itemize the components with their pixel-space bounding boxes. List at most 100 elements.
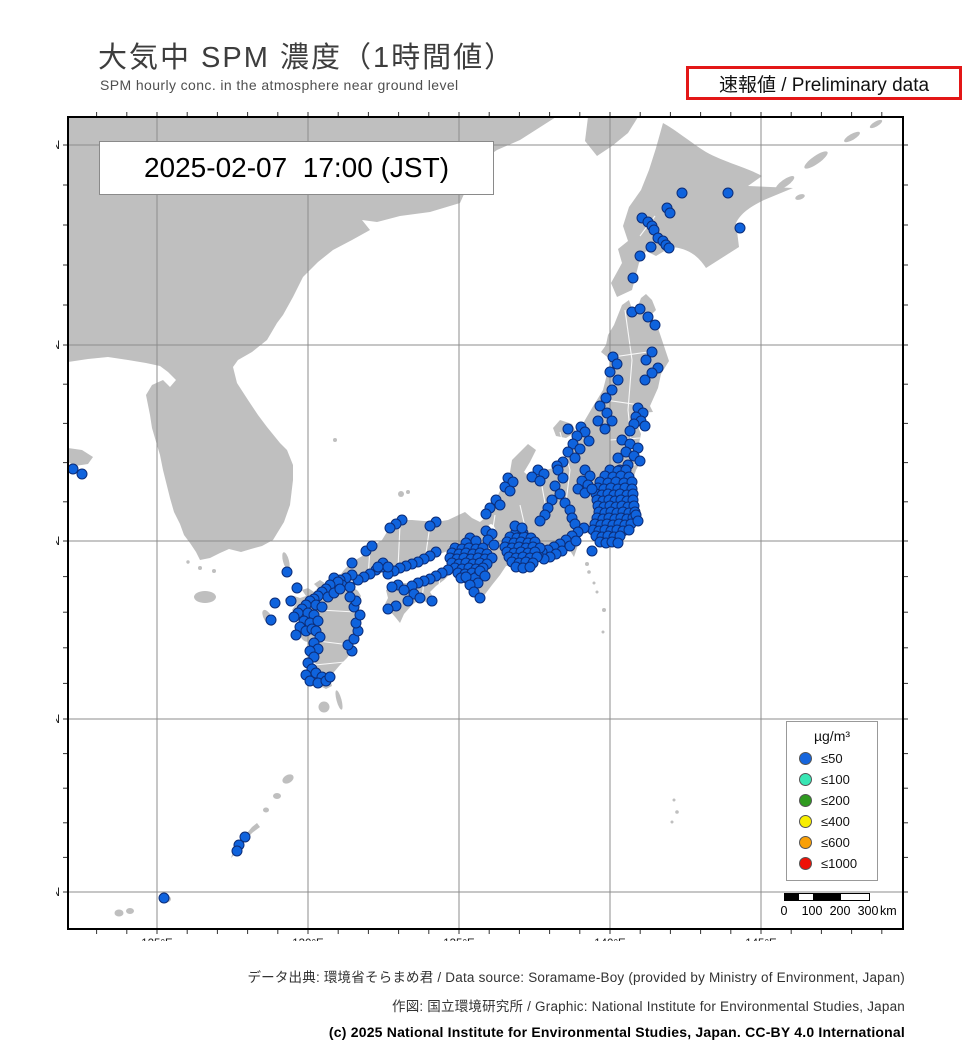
station-dot <box>76 468 88 480</box>
station-dot <box>612 537 624 549</box>
station-dot <box>600 392 612 404</box>
station-dot <box>382 603 394 615</box>
station-dot <box>344 591 356 603</box>
station-dot <box>634 303 646 315</box>
legend-swatch <box>799 794 812 807</box>
station-dot <box>594 400 606 412</box>
islet <box>212 569 216 573</box>
station-dot <box>346 557 358 569</box>
station-dot <box>586 545 598 557</box>
station-dot <box>640 354 652 366</box>
islet <box>198 566 202 570</box>
station-dot <box>288 611 300 623</box>
station-dot <box>265 614 277 626</box>
station-dot <box>334 583 346 595</box>
legend: µg/m³ ≤50 ≤100 ≤200 ≤400 ≤600 ≤1000 <box>786 721 878 881</box>
station-dot <box>562 446 574 458</box>
station-dot <box>604 366 616 378</box>
station-dot <box>606 415 618 427</box>
scale-bar-number: 200 <box>829 904 851 918</box>
station-dot <box>231 845 243 857</box>
footer-copyright: (c) 2025 National Institute for Environm… <box>328 1024 905 1040</box>
station-dot <box>586 483 598 495</box>
station-dot <box>562 423 574 435</box>
station-dot <box>281 566 293 578</box>
station-dot <box>354 609 366 621</box>
station-dot <box>663 242 675 254</box>
station-dot <box>414 592 426 604</box>
station-dot <box>524 561 536 573</box>
station-dot <box>649 319 661 331</box>
station-dot <box>386 581 398 593</box>
station-dot <box>474 592 486 604</box>
scale-bar-number: 100 <box>801 904 823 918</box>
lon-tick-label: 140°E <box>594 938 626 941</box>
station-dot <box>639 420 651 432</box>
station-dot <box>285 595 297 607</box>
station-dot <box>642 311 654 323</box>
legend-item: ≤200 <box>787 790 877 811</box>
landmass-sakhalin <box>585 117 638 156</box>
landmass-hokkaido <box>611 123 793 297</box>
station-dot <box>583 435 595 447</box>
station-dot <box>612 374 624 386</box>
stations-layer <box>68 187 746 904</box>
station-dot <box>646 346 658 358</box>
station-dot <box>504 485 516 497</box>
station-dot <box>291 582 303 594</box>
scale-bar: 0 100 200 300 km <box>781 893 904 923</box>
legend-swatch <box>799 857 812 870</box>
station-dot <box>592 415 604 427</box>
legend-label: ≤200 <box>821 793 850 808</box>
station-dot <box>239 831 251 843</box>
page-subtitle: SPM hourly conc. in the atmosphere near … <box>100 77 459 93</box>
scale-bar-number: 300 <box>857 904 879 918</box>
station-dot <box>344 581 356 593</box>
station-dot <box>426 595 438 607</box>
legend-swatch <box>799 836 812 849</box>
station-dot <box>611 358 623 370</box>
station-dot <box>734 222 746 234</box>
scale-bar-segment <box>799 894 813 900</box>
landmass-honshu <box>338 294 669 597</box>
landmass-continent <box>68 117 556 560</box>
station-dot <box>623 524 635 536</box>
station-dot <box>557 472 569 484</box>
legend-item: ≤400 <box>787 811 877 832</box>
station-dot <box>574 443 586 455</box>
legend-item: ≤100 <box>787 769 877 790</box>
legend-items: ≤50 ≤100 ≤200 ≤400 ≤600 ≤1000 <box>787 748 877 874</box>
page-title: 大気中 SPM 濃度（1時間値） <box>98 42 516 74</box>
station-dot <box>549 480 561 492</box>
station-dot <box>534 475 546 487</box>
legend-label: ≤400 <box>821 814 850 829</box>
station-dot <box>402 595 414 607</box>
station-dot <box>606 384 618 396</box>
station-dot <box>366 540 378 552</box>
station-dot <box>554 488 566 500</box>
timestamp-box: 2025-02-07 17:00 (JST) <box>99 141 494 195</box>
legend-label: ≤1000 <box>821 856 858 871</box>
station-dot <box>612 452 624 464</box>
station-dot <box>488 539 500 551</box>
station-dot <box>158 892 170 904</box>
map-area: 125°E 130°E 135°E 140°E 145°E 45°N 40°N 35°N 30°… <box>34 105 915 950</box>
station-dot <box>634 455 646 467</box>
station-dot <box>624 425 636 437</box>
station-dot <box>676 187 688 199</box>
station-dot <box>627 272 639 284</box>
lat-tick-label: 45°N <box>56 140 60 152</box>
legend-item: ≤1000 <box>787 853 877 874</box>
legend-swatch <box>799 752 812 765</box>
scale-bar-unit: km <box>880 904 897 918</box>
station-dot <box>398 584 410 596</box>
legend-item: ≤50 <box>787 748 877 769</box>
station-dot <box>68 463 79 475</box>
station-dot <box>645 241 657 253</box>
kuril-islands <box>775 119 883 200</box>
legend-item: ≤600 <box>787 832 877 853</box>
station-dot <box>516 522 528 534</box>
station-dot <box>324 671 336 683</box>
legend-label: ≤100 <box>821 772 850 787</box>
station-dot <box>552 464 564 476</box>
